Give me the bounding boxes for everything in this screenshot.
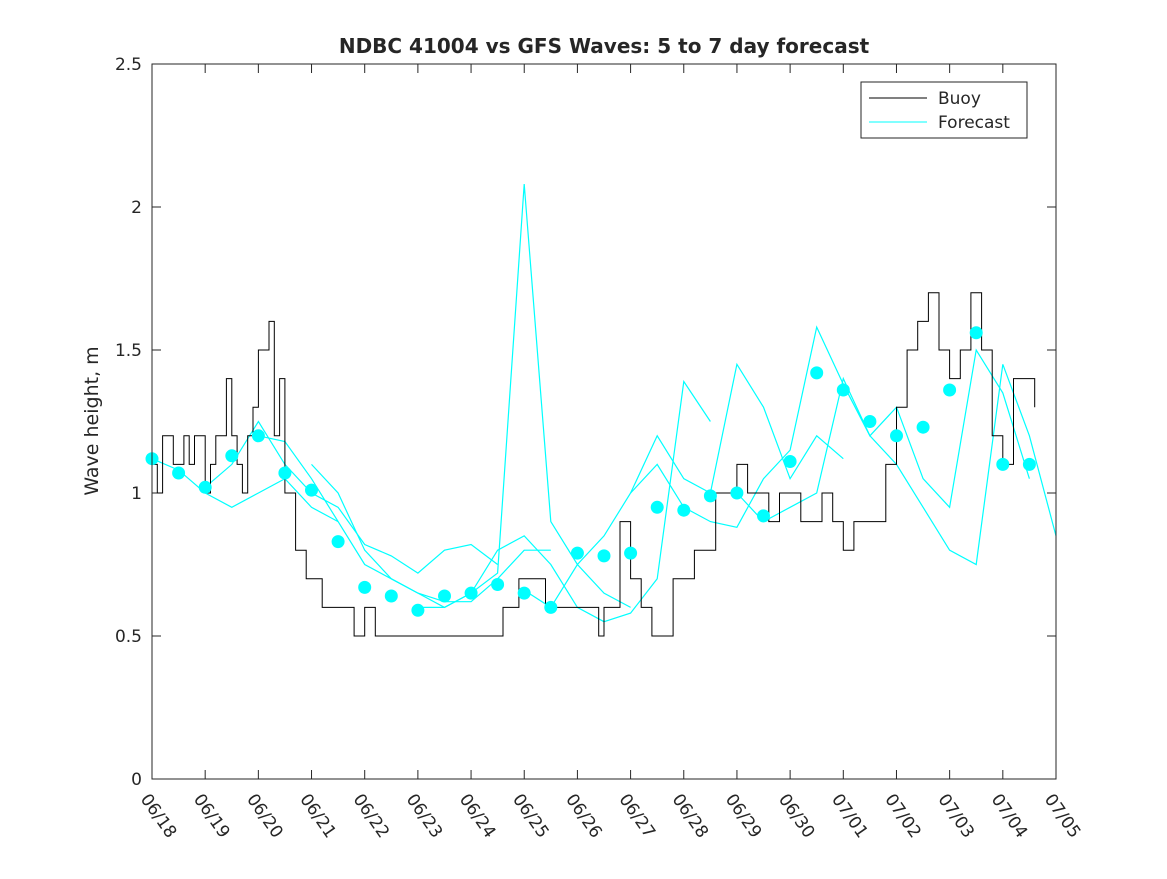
legend-forecast-label: Forecast	[938, 113, 1010, 133]
forecast-point	[969, 326, 983, 340]
forecast-point	[491, 578, 505, 591]
forecast-point	[438, 589, 451, 603]
forecast-point	[225, 449, 239, 463]
forecast-point	[757, 509, 770, 523]
forecast-point	[730, 486, 744, 500]
forecast-point	[890, 429, 903, 443]
forecast-point	[597, 549, 611, 563]
chart-title: NDBC 41004 vs GFS Waves: 5 to 7 day fore…	[339, 34, 870, 58]
x-tick-label: 06/28	[668, 790, 712, 842]
forecast-run-line	[204, 420, 498, 574]
x-tick-label: 07/03	[934, 790, 978, 842]
forecast-point	[172, 466, 186, 480]
forecast-point	[650, 500, 664, 514]
forecast-point	[358, 580, 372, 594]
forecast-run-line	[523, 362, 844, 609]
forecast-point	[278, 466, 292, 480]
x-tick-label: 06/25	[508, 790, 552, 842]
forecast-point	[810, 366, 824, 380]
x-tick-label: 06/24	[455, 790, 499, 842]
forecast-point	[305, 483, 318, 497]
x-tick-label: 07/02	[880, 790, 924, 842]
forecast-point	[836, 383, 850, 397]
plot-frame	[151, 63, 1057, 780]
forecast-point	[1022, 457, 1036, 471]
forecast-point	[703, 489, 717, 503]
x-tick-label: 06/20	[242, 790, 286, 842]
forecast-point	[544, 600, 558, 614]
x-tick-label: 06/23	[402, 790, 446, 842]
legend: Buoy Forecast	[860, 81, 1028, 139]
forecast-point	[916, 420, 930, 434]
forecast-point	[198, 480, 212, 494]
forecast-point	[411, 603, 425, 617]
x-tick-label: 06/22	[349, 790, 393, 842]
y-tick-label: 2	[131, 198, 142, 218]
legend-box	[860, 81, 1028, 139]
forecast-markers	[145, 326, 1036, 617]
forecast-point	[996, 457, 1010, 471]
x-tick-label: 06/21	[295, 790, 339, 842]
forecast-point	[251, 429, 265, 443]
forecast-point	[570, 546, 584, 560]
forecast-point	[464, 586, 478, 600]
forecast-point	[517, 586, 531, 600]
forecast-point	[331, 535, 345, 549]
y-tick-label: 0.5	[115, 627, 142, 647]
x-tick-label: 07/04	[987, 790, 1031, 842]
y-tick-label: 0	[131, 770, 142, 790]
forecast-run-line	[630, 325, 1030, 528]
forecast-point	[624, 546, 638, 560]
forecast-point	[943, 383, 957, 397]
x-tick-label: 06/30	[774, 790, 818, 842]
y-tick-label: 2.5	[115, 55, 142, 75]
x-tick-label: 06/26	[561, 790, 605, 842]
plot-background	[152, 64, 1056, 779]
x-tick-label: 07/01	[827, 790, 871, 842]
x-tick-label: 06/19	[189, 790, 233, 842]
x-tick-label: 07/05	[1040, 790, 1084, 842]
y-tick-label: 1.5	[115, 341, 142, 361]
forecast-point	[677, 503, 691, 517]
y-tick-label: 1	[131, 484, 142, 504]
forecast-point	[783, 455, 797, 468]
legend-buoy-label: Buoy	[938, 89, 981, 109]
x-tick-label: 06/27	[614, 790, 658, 842]
y-axis-label: Wave height, m	[81, 346, 103, 495]
x-tick-label: 06/29	[721, 790, 765, 842]
forecast-point	[863, 415, 877, 428]
forecast-point	[384, 589, 398, 603]
x-tick-label: 06/18	[136, 790, 180, 842]
